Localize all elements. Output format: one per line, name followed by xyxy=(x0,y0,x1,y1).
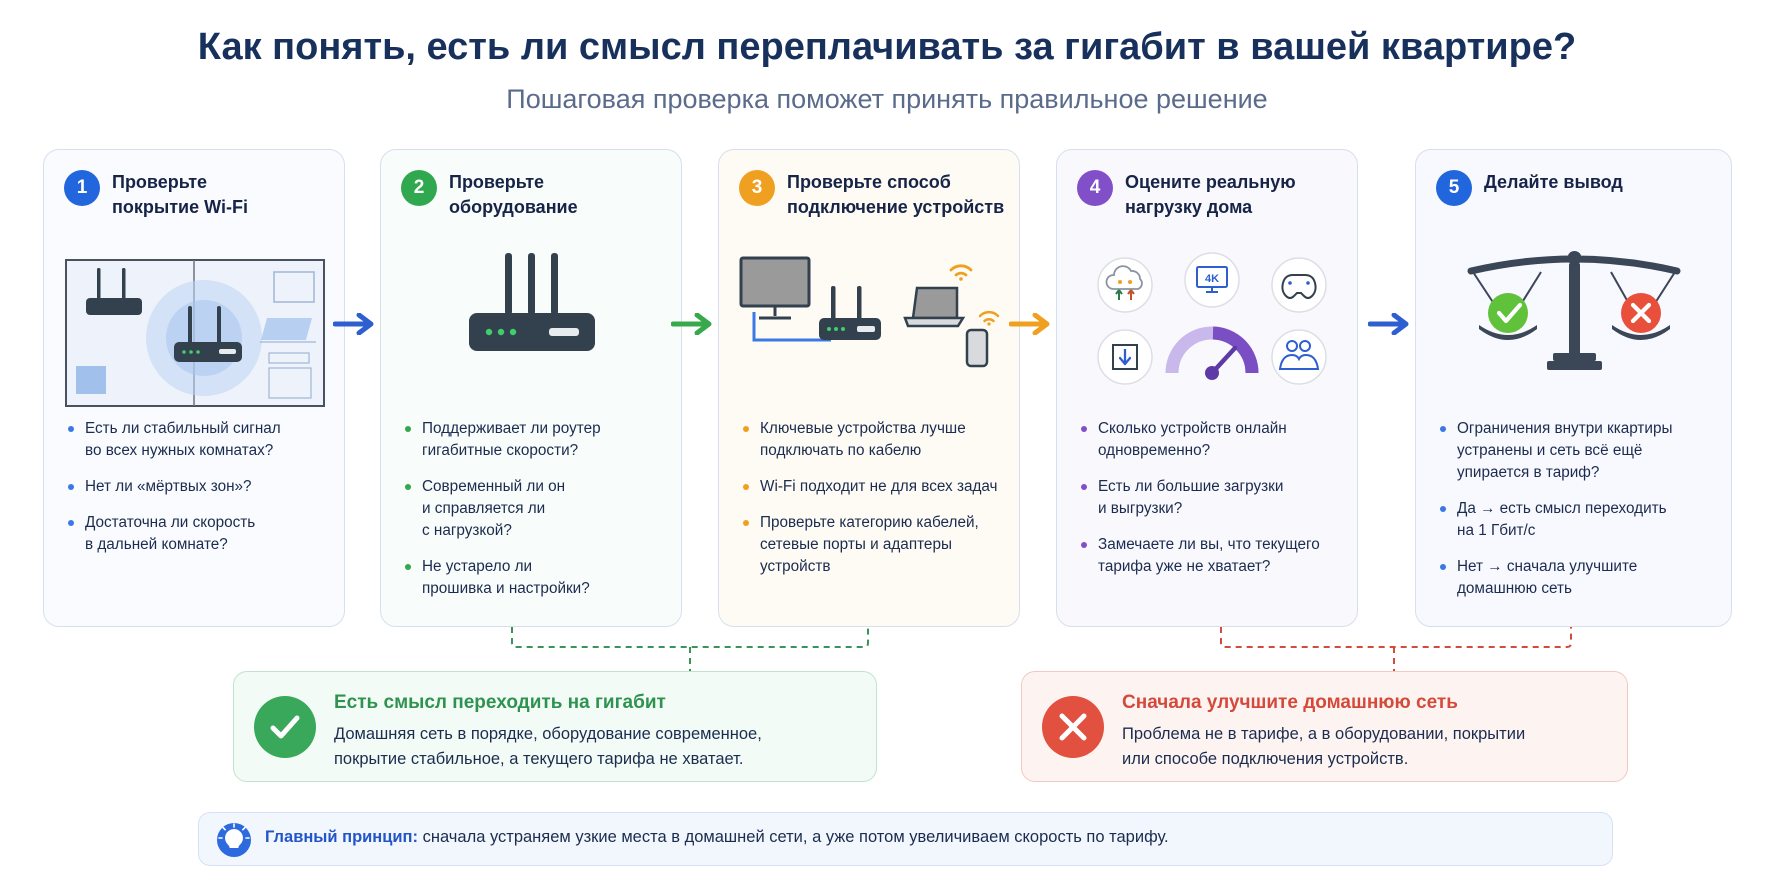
svg-text:4K: 4K xyxy=(1205,273,1219,285)
